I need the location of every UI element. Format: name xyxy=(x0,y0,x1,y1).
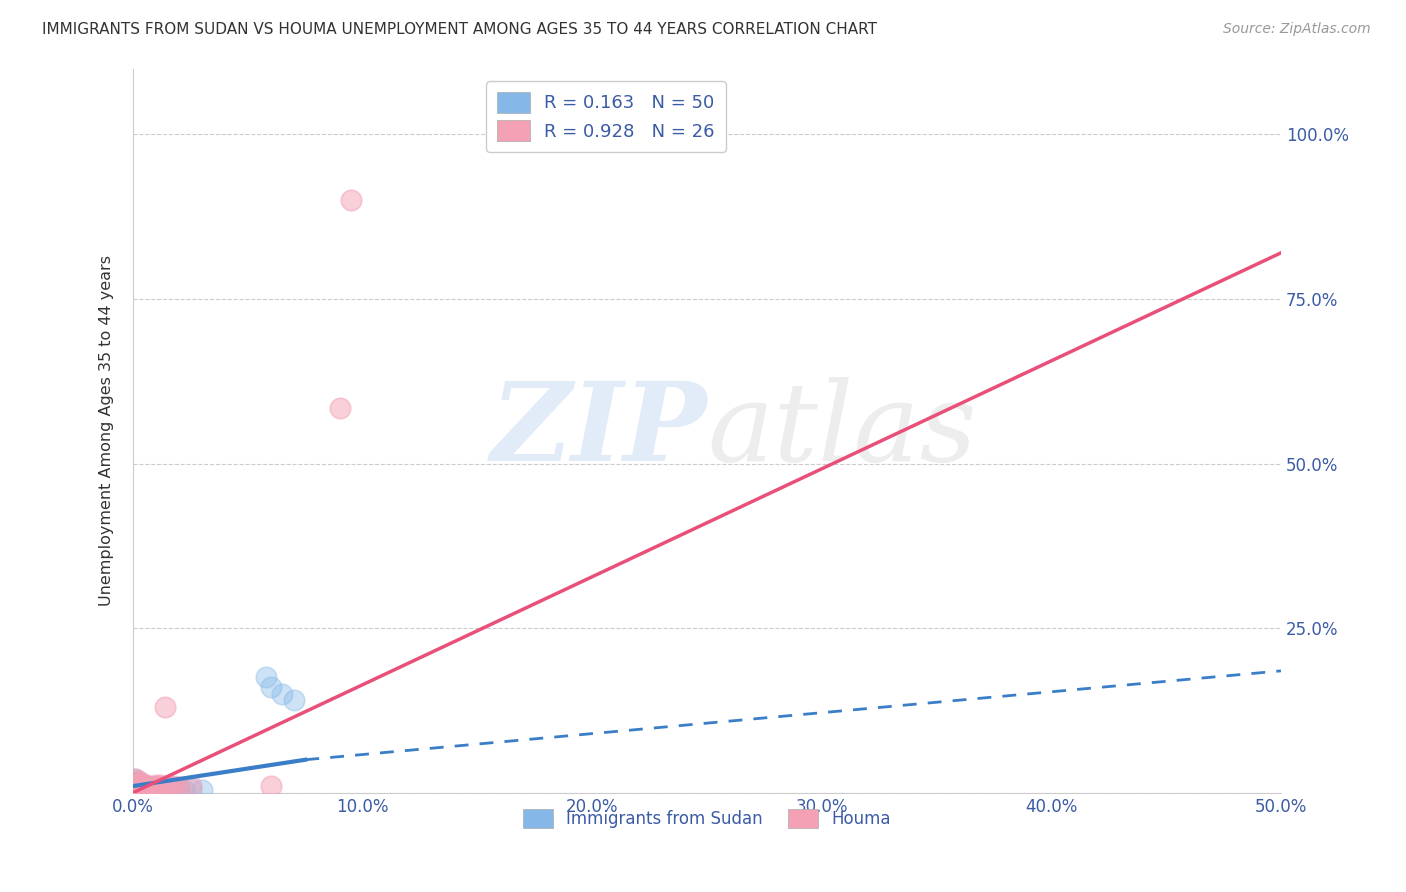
Point xyxy=(124,778,146,792)
Point xyxy=(127,778,149,792)
Point xyxy=(131,783,153,797)
Point xyxy=(135,779,157,793)
Point xyxy=(340,193,363,207)
Point xyxy=(129,779,152,793)
Point xyxy=(191,783,214,797)
Point xyxy=(131,776,153,790)
Point xyxy=(167,780,190,795)
Point xyxy=(156,779,179,793)
Point xyxy=(141,781,163,796)
Point xyxy=(148,782,170,797)
Point xyxy=(129,776,152,790)
Point xyxy=(127,782,149,797)
Point xyxy=(254,670,277,684)
Text: IMMIGRANTS FROM SUDAN VS HOUMA UNEMPLOYMENT AMONG AGES 35 TO 44 YEARS CORRELATIO: IMMIGRANTS FROM SUDAN VS HOUMA UNEMPLOYM… xyxy=(42,22,877,37)
Point xyxy=(134,778,156,792)
Point xyxy=(173,783,195,797)
Point xyxy=(134,780,156,795)
Point xyxy=(149,778,172,792)
Point xyxy=(141,779,163,793)
Point xyxy=(127,773,149,788)
Point xyxy=(148,779,170,793)
Point xyxy=(329,401,352,415)
Point xyxy=(260,779,283,793)
Point xyxy=(134,779,156,793)
Point xyxy=(131,780,153,795)
Point xyxy=(163,779,186,793)
Point xyxy=(135,779,157,793)
Point xyxy=(135,782,157,797)
Point xyxy=(124,776,146,790)
Point xyxy=(141,780,163,795)
Text: atlas: atlas xyxy=(707,376,977,484)
Point xyxy=(131,778,153,792)
Legend: Immigrants from Sudan, Houma: Immigrants from Sudan, Houma xyxy=(516,803,897,835)
Y-axis label: Unemployment Among Ages 35 to 44 years: Unemployment Among Ages 35 to 44 years xyxy=(100,255,114,606)
Point xyxy=(148,780,170,795)
Point xyxy=(129,776,152,790)
Point xyxy=(129,780,152,795)
Point xyxy=(167,782,190,797)
Point xyxy=(134,783,156,797)
Point xyxy=(155,700,177,714)
Point xyxy=(260,681,283,695)
Point xyxy=(134,780,156,795)
Point xyxy=(166,783,188,797)
Point xyxy=(138,780,160,795)
Point xyxy=(152,782,174,797)
Point xyxy=(145,782,167,797)
Point xyxy=(127,780,149,795)
Point xyxy=(134,781,156,796)
Point xyxy=(160,782,183,797)
Point xyxy=(135,780,157,795)
Point xyxy=(179,782,201,797)
Point xyxy=(127,779,149,793)
Point xyxy=(179,779,201,793)
Point xyxy=(131,781,153,796)
Text: Source: ZipAtlas.com: Source: ZipAtlas.com xyxy=(1223,22,1371,37)
Point xyxy=(124,779,146,793)
Point xyxy=(155,781,177,796)
Point xyxy=(149,783,172,797)
Point xyxy=(131,780,153,795)
Point xyxy=(129,780,152,795)
Text: ZIP: ZIP xyxy=(491,376,707,484)
Point xyxy=(138,780,160,794)
Point xyxy=(283,693,305,707)
Point xyxy=(142,782,165,797)
Point xyxy=(127,773,149,788)
Point xyxy=(156,782,179,797)
Point xyxy=(138,782,160,797)
Point xyxy=(124,772,146,787)
Point xyxy=(129,782,152,797)
Point xyxy=(138,780,160,794)
Point xyxy=(142,780,165,795)
Point xyxy=(159,781,181,796)
Point xyxy=(163,781,186,796)
Point xyxy=(149,781,172,796)
Point xyxy=(145,780,167,795)
Point xyxy=(124,772,146,787)
Point xyxy=(159,780,181,795)
Point xyxy=(142,780,165,795)
Point xyxy=(145,778,167,792)
Point xyxy=(271,687,294,701)
